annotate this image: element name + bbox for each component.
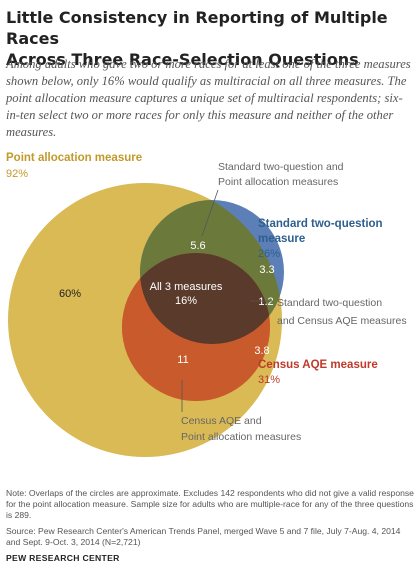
region-all-three-label: All 3 measures bbox=[150, 281, 223, 293]
set-value-census-aqe: 31% bbox=[258, 374, 280, 386]
annotation-standard-aqe-line1: Standard two-question bbox=[277, 297, 382, 309]
chart-title-line2: Across Three Race-Selection Questions bbox=[6, 50, 359, 69]
set-label-standard-line1: Standard two-question bbox=[258, 218, 383, 230]
set-value-standard: 26% bbox=[258, 248, 280, 260]
annotation-standard-point-line1: Standard two-question and bbox=[218, 161, 344, 173]
annotation-standard-point-line2: Point allocation measures bbox=[218, 176, 338, 188]
footer-note: Note: Overlaps of the circles are approx… bbox=[6, 488, 414, 520]
chart-title: Little Consistency in Reporting of Multi… bbox=[6, 7, 406, 70]
chart-title-line1: Little Consistency in Reporting of Multi… bbox=[6, 8, 388, 48]
region-all-three-value: 16% bbox=[175, 295, 197, 307]
footer-org: PEW RESEARCH CENTER bbox=[6, 553, 120, 563]
venn-diagram: Point allocation measure 92% Standard tw… bbox=[6, 152, 407, 457]
all-three-overlap bbox=[140, 253, 270, 344]
annotation-aqe-point-line2: Point allocation measures bbox=[181, 431, 301, 443]
set-label-standard-line2: measure bbox=[258, 233, 305, 245]
region-standard-only-value: 3.3 bbox=[259, 264, 274, 276]
footer-source: Source: Pew Research Center's American T… bbox=[6, 526, 401, 547]
region-point-only-value: 60% bbox=[59, 288, 81, 300]
region-aqe-only-value: 3.8 bbox=[254, 345, 269, 357]
set-label-point-allocation: Point allocation measure bbox=[6, 152, 142, 164]
annotation-aqe-point-line1: Census AQE and bbox=[181, 415, 262, 427]
region-standard-aqe-value: 1.2 bbox=[258, 296, 273, 308]
set-label-census-aqe: Census AQE measure bbox=[258, 359, 378, 371]
region-point-standard-value: 5.6 bbox=[190, 240, 205, 252]
region-point-aqe-value: 11 bbox=[177, 354, 188, 366]
annotation-standard-aqe-line2: and Census AQE measures bbox=[277, 315, 407, 327]
leader-line-standard-point bbox=[201, 189, 219, 237]
chart-subtitle: Among adults who gave two or more races … bbox=[6, 57, 411, 139]
set-value-point-allocation: 92% bbox=[6, 168, 28, 180]
